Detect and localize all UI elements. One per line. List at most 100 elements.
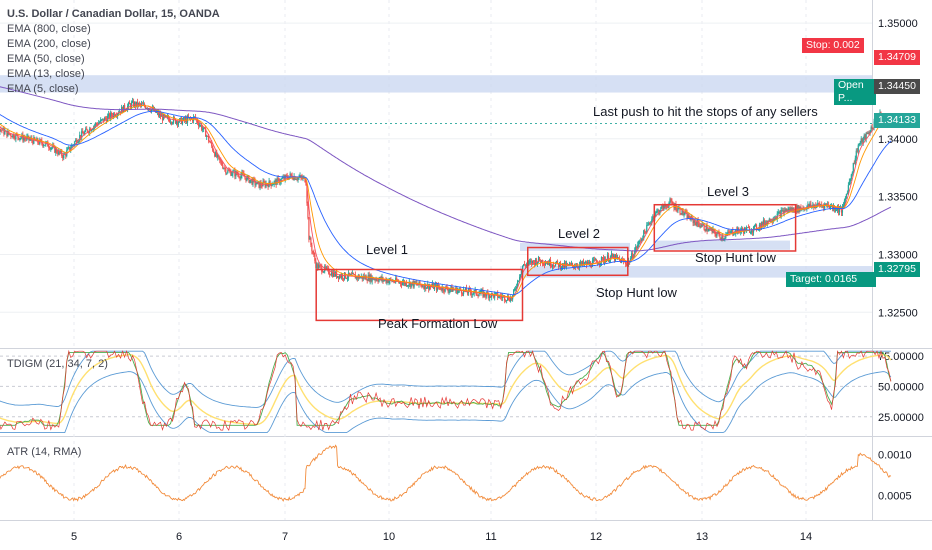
- ema-200-label: EMA (200, close): [7, 38, 91, 50]
- candle-body: [346, 277, 349, 279]
- candle-body: [468, 288, 470, 290]
- candle-body: [431, 283, 434, 287]
- candle-body: [130, 102, 133, 108]
- candle-body: [670, 199, 672, 201]
- candle-body: [588, 262, 591, 265]
- candle-body: [334, 271, 336, 276]
- x-tick-label: 7: [282, 531, 288, 543]
- oscillator-midline: [0, 353, 892, 426]
- candle-body: [441, 286, 443, 291]
- candle-body: [430, 286, 432, 288]
- ema-13-line: [0, 105, 891, 298]
- candle-body: [847, 185, 849, 194]
- oscillator-tick-label: 25.00000: [878, 412, 924, 424]
- candle-body: [818, 203, 820, 205]
- candle-body: [123, 105, 125, 113]
- candle-body: [249, 180, 251, 183]
- ema-50-label: EMA (50, close): [7, 53, 85, 65]
- candle-body: [423, 286, 425, 289]
- candle-body: [871, 127, 873, 130]
- candle-body: [521, 269, 523, 275]
- candle-body: [769, 218, 771, 222]
- candle-body: [730, 230, 732, 234]
- candle-body: [240, 175, 242, 179]
- candle-body: [523, 264, 525, 267]
- stop-label-tag: Stop: 0.002: [802, 38, 864, 53]
- candle-body: [349, 274, 352, 275]
- candle-body: [95, 123, 97, 126]
- candle-body: [694, 220, 696, 223]
- candle-body: [108, 113, 110, 117]
- candle-body: [85, 128, 87, 132]
- candle-body: [309, 238, 311, 240]
- candle-body: [157, 111, 160, 116]
- candle-body: [688, 214, 690, 219]
- annotation-level-3: Level 3: [707, 184, 749, 199]
- candle-body: [99, 122, 101, 124]
- candle-body: [510, 297, 512, 302]
- candle-body: [568, 263, 571, 265]
- candle-body: [528, 261, 531, 263]
- candle-body: [13, 134, 15, 138]
- open-position-tag: Open P... Ris...: [834, 79, 876, 105]
- candle-body: [519, 277, 521, 281]
- candle-body: [373, 279, 375, 281]
- candle-body: [190, 118, 193, 120]
- candle-body: [101, 119, 103, 121]
- resistance-zone: [0, 75, 872, 93]
- candle-body: [274, 180, 276, 182]
- candle-body: [294, 176, 296, 180]
- candle-body: [734, 233, 736, 235]
- support-zone: [520, 266, 872, 278]
- candle-body: [495, 292, 497, 294]
- candle-body: [439, 287, 441, 290]
- candle-body: [408, 281, 410, 286]
- candle-body: [238, 174, 240, 178]
- candle-body: [857, 145, 859, 152]
- candle-body: [37, 138, 39, 143]
- candle-body: [54, 145, 56, 153]
- candle-body: [214, 152, 216, 157]
- candle-body: [611, 253, 614, 257]
- candle-body: [23, 138, 25, 141]
- x-tick-label: 6: [176, 531, 182, 543]
- candle-body: [310, 238, 312, 246]
- candle-body: [586, 261, 589, 265]
- candle-body: [421, 285, 423, 287]
- candle-body: [387, 280, 389, 283]
- candle-body: [418, 281, 420, 285]
- candle-body: [695, 222, 697, 226]
- candle-body: [476, 294, 478, 296]
- candle-body: [327, 267, 329, 269]
- candle-body: [829, 206, 832, 209]
- candle-body: [641, 238, 643, 242]
- candle-body: [682, 208, 684, 215]
- candle-body: [834, 210, 837, 211]
- candle-body: [118, 113, 120, 114]
- candle-body: [608, 260, 611, 262]
- candle-body: [388, 281, 390, 283]
- candle-body: [317, 264, 319, 269]
- candle-body: [676, 210, 678, 212]
- candle-body: [597, 263, 600, 265]
- candle-body: [462, 289, 465, 295]
- candle-body: [103, 118, 105, 122]
- candle-body: [767, 220, 769, 222]
- oscillator-lower-band: [0, 371, 892, 434]
- candle-body: [481, 290, 483, 292]
- candle-body: [465, 287, 468, 292]
- candle-body: [459, 288, 461, 290]
- candle-body: [493, 294, 495, 298]
- candle-body: [663, 204, 665, 211]
- candle-body: [340, 274, 343, 278]
- candle-body: [791, 208, 793, 211]
- candle-body: [203, 127, 205, 130]
- annotation-level-1: Level 1: [366, 242, 408, 257]
- candle-body: [182, 117, 185, 121]
- candle-body: [693, 220, 695, 223]
- candle-body: [681, 208, 683, 215]
- candle-body: [20, 137, 22, 139]
- candle-body: [810, 203, 812, 207]
- candle-body: [550, 266, 553, 267]
- candle-body: [315, 260, 317, 268]
